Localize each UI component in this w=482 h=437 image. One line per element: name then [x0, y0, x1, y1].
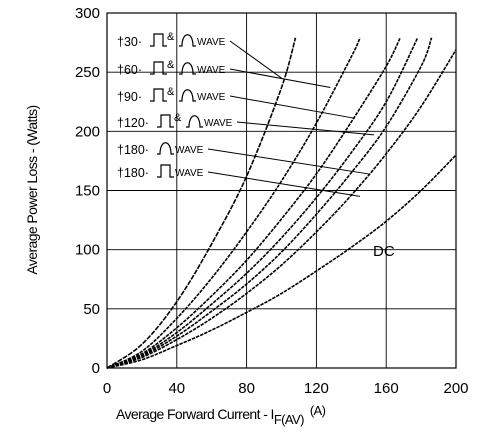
legend-wave-text: WAVE [175, 168, 204, 179]
x-tick-label: 160 [374, 380, 399, 397]
x-tick-label: 200 [443, 380, 468, 397]
curve-group [106, 37, 457, 369]
plot-frame [106, 12, 457, 369]
legend-angle-text: †60· [117, 63, 142, 77]
dc-label: DC [373, 243, 395, 260]
x-axis-label-subscript: F(AV) [274, 412, 304, 427]
series-line-1 [106, 37, 297, 369]
ampersand-text: & [167, 86, 175, 98]
leader-line-4 [236, 121, 375, 136]
y-tick-label: 100 [75, 242, 100, 259]
legend-wave-text: WAVE [175, 145, 204, 156]
y-tick-label: 150 [75, 183, 100, 200]
leader-line-group [207, 40, 375, 197]
y-tick-label: 50 [83, 301, 100, 318]
leader-line-3 [229, 95, 355, 119]
ampersand-text: & [167, 59, 175, 71]
y-tick-label: 0 [92, 360, 100, 377]
series-line-5 [106, 37, 433, 369]
legend-label-3: †90· & WAVE [117, 86, 226, 104]
legend-labels: †30· & WAVE†60· & WAVE†90· & WAVE†120· & WAVE†18… [117, 31, 233, 180]
x-tick-label: 120 [304, 380, 329, 397]
x-tick-label: 40 [168, 380, 185, 397]
leader-line-1 [229, 40, 282, 79]
legend-label-4: †120· & WAVE [117, 112, 233, 130]
x-tick-labels: 0 40 80 120 160 200 [103, 380, 469, 397]
legend-angle-text: †120· [117, 116, 149, 130]
legend-angle-text: †180· [117, 143, 149, 157]
sine-wave-icon [186, 115, 203, 128]
y-tick-label: 200 [75, 123, 100, 140]
y-tick-labels: 0 50 100 150 200 250 300 [75, 5, 100, 377]
sine-wave-icon [179, 89, 196, 102]
sine-wave-icon [179, 62, 196, 75]
chart-grid [106, 12, 457, 369]
legend-angle-text: †30· [117, 35, 142, 49]
legend-wave-text: WAVE [204, 118, 233, 129]
leader-line-6 [207, 171, 361, 197]
series-line-6 [106, 49, 457, 369]
x-axis-label: Average Forward Current - IF(AV) (A) [116, 403, 326, 427]
legend-wave-text: WAVE [197, 37, 226, 48]
sine-wave-icon [157, 142, 174, 155]
series-line-2 [106, 37, 361, 369]
square-wave-icon [157, 114, 174, 128]
legend-angle-text: †90· [117, 90, 142, 104]
x-axis-label-unit: (A) [310, 403, 326, 418]
x-tick-label: 80 [238, 380, 255, 397]
y-tick-label: 300 [75, 5, 100, 22]
legend-label-1: †30· & WAVE [117, 31, 226, 49]
y-tick-label: 250 [75, 64, 100, 81]
sine-wave-icon [179, 34, 196, 47]
square-wave-icon [150, 88, 167, 102]
legend-label-5: †180· WAVE [117, 142, 204, 157]
legend-label-6: †180· WAVE [117, 164, 204, 180]
legend-wave-text: WAVE [197, 65, 226, 76]
leader-line-5 [207, 148, 369, 175]
legend-angle-text: †180· [117, 166, 149, 180]
x-axis-label-main: Average Forward Current - I [116, 406, 274, 422]
leader-line-2 [229, 68, 331, 89]
ampersand-text: & [167, 31, 175, 43]
square-wave-icon [150, 33, 167, 47]
series-line-3 [106, 37, 401, 369]
legend-wave-text: WAVE [197, 92, 226, 103]
square-wave-icon [157, 164, 174, 178]
series-line-7 [106, 154, 457, 369]
legend-label-2: †60· & WAVE [117, 59, 226, 77]
series-line-4 [106, 37, 419, 369]
x-tick-label: 0 [103, 380, 111, 397]
ampersand-text: & [174, 112, 182, 124]
y-axis-label: Average Power Loss - (Watts) [24, 105, 40, 274]
square-wave-icon [150, 61, 167, 75]
